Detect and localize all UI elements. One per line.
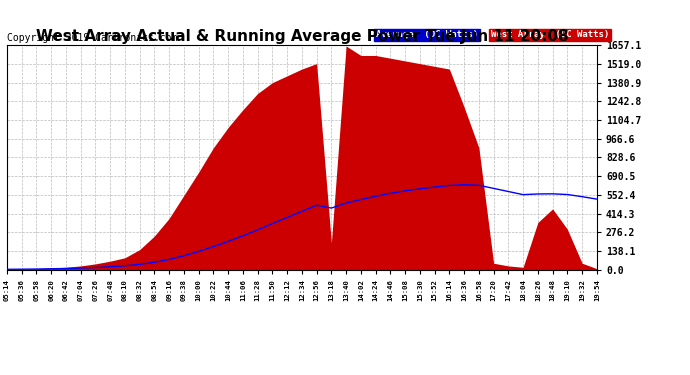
Title: West Array Actual & Running Average Power Tue Jun 11 20:08: West Array Actual & Running Average Powe… [36, 29, 568, 44]
Text: Average  (DC Watts): Average (DC Watts) [375, 30, 477, 39]
Text: West Array  (DC Watts): West Array (DC Watts) [491, 30, 609, 39]
Text: Copyright 2019 Cartronics.com: Copyright 2019 Cartronics.com [7, 33, 177, 43]
